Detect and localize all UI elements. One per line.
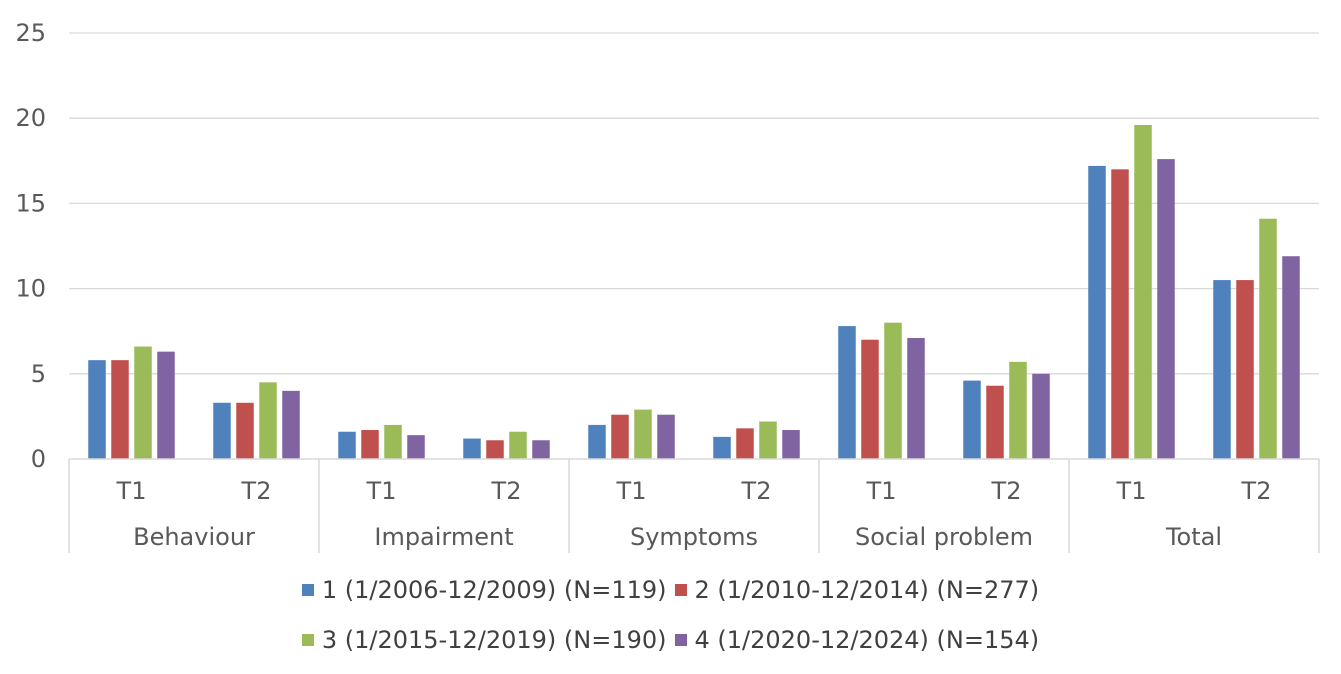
legend-label-series-3: 3 (1/2015-12/2019) (N=190) — [321, 626, 667, 654]
category-label: T1 — [366, 477, 397, 505]
y-tick-label: 15 — [15, 189, 46, 217]
bar-series-2-total-t1 — [1111, 169, 1129, 459]
bar-series-1-total-t2 — [1213, 280, 1231, 459]
legend-label-series-2: 2 (1/2010-12/2014) (N=277) — [694, 576, 1040, 604]
category-label: T1 — [616, 477, 647, 505]
bar-series-4-social-problem-t2 — [1032, 373, 1050, 459]
bar-series-2-social-problem-t1 — [861, 339, 879, 459]
bar-series-3-behaviour-t2 — [259, 382, 277, 459]
legend-swatch-series-1 — [301, 584, 314, 596]
y-tick-label: 25 — [15, 19, 46, 47]
bar-series-1-impairment-t1 — [338, 431, 356, 459]
bar-series-3-symptoms-t2 — [759, 421, 777, 459]
legend-swatch-series-2 — [674, 584, 687, 596]
gridlines — [69, 32, 1319, 375]
category-label: T2 — [241, 477, 272, 505]
category-label: T1 — [866, 477, 897, 505]
bar-series-4-social-problem-t1 — [907, 338, 925, 459]
legend-second-row: 3 (1/2015-12/2019) (N=190) 4 (1/2020-12/… — [0, 626, 1341, 654]
bar-series-2-behaviour-t2 — [236, 402, 254, 459]
legend-label-series-4: 4 (1/2020-12/2024) (N=154) — [694, 626, 1040, 654]
bar-series-3-symptoms-t1 — [634, 409, 652, 459]
category-label: T2 — [991, 477, 1022, 505]
bars — [88, 125, 1300, 460]
category-label: T2 — [1241, 477, 1272, 505]
bar-series-1-social-problem-t2 — [963, 380, 981, 459]
legend-item-series-4: 4 (1/2020-12/2024) (N=154) — [674, 626, 1040, 654]
y-axis-ticks: 0 5 10 15 20 25 — [15, 19, 46, 473]
category-label: T1 — [116, 477, 147, 505]
bar-series-3-behaviour-t1 — [134, 346, 152, 459]
bar-series-4-symptoms-t1 — [657, 414, 675, 459]
bar-series-1-total-t1 — [1088, 165, 1106, 460]
group-label: Impairment — [374, 523, 513, 551]
category-label: T2 — [741, 477, 772, 505]
bar-series-1-symptoms-t2 — [713, 436, 731, 459]
legend-row-2: 3 (1/2015-12/2019) (N=190) 4 (1/2020-12/… — [301, 626, 1040, 654]
legend-swatch-series-3 — [301, 634, 314, 646]
category-label: T1 — [1116, 477, 1147, 505]
bar-series-3-impairment-t2 — [509, 431, 527, 459]
legend-item-series-3: 3 (1/2015-12/2019) (N=190) — [301, 626, 667, 654]
bar-series-2-social-problem-t2 — [986, 385, 1004, 459]
x-axis: Behaviour T1 T2 Impairment T1 T2 Symptoms T1 T2 S… — [68, 458, 1320, 553]
bar-series-3-social-problem-t1 — [884, 322, 902, 459]
bar-series-1-impairment-t2 — [463, 438, 481, 459]
bar-series-3-total-t2 — [1259, 218, 1277, 459]
group-label: Symptoms — [630, 523, 758, 551]
y-tick-label: 5 — [31, 360, 46, 388]
bar-series-4-behaviour-t2 — [282, 390, 300, 459]
bar-series-1-behaviour-t2 — [213, 402, 231, 459]
bar-series-1-symptoms-t1 — [588, 424, 606, 459]
bar-series-3-total-t1 — [1134, 125, 1152, 460]
legend-row-1: 1 (1/2006-12/2009) (N=119) 2 (1/2010-12/… — [301, 576, 1040, 604]
bar-series-2-total-t2 — [1236, 280, 1254, 459]
bar-series-1-behaviour-t1 — [88, 360, 106, 459]
y-tick-label: 20 — [15, 104, 46, 132]
legend-item-series-1: 1 (1/2006-12/2009) (N=119) — [301, 576, 667, 604]
legend: 1 (1/2006-12/2009) (N=119) 2 (1/2010-12/… — [0, 576, 1341, 604]
bar-series-4-symptoms-t2 — [782, 430, 800, 459]
bar-series-4-behaviour-t1 — [157, 351, 175, 459]
legend-label-series-1: 1 (1/2006-12/2009) (N=119) — [321, 576, 667, 604]
group-label: Total — [1165, 523, 1222, 551]
category-label: T2 — [491, 477, 522, 505]
y-tick-label: 10 — [15, 275, 46, 303]
bar-series-4-total-t2 — [1282, 256, 1300, 459]
bar-series-4-impairment-t1 — [407, 435, 425, 459]
bar-series-2-behaviour-t1 — [111, 360, 129, 459]
bar-series-4-impairment-t2 — [532, 440, 550, 459]
group-label: Social problem — [855, 523, 1033, 551]
group-label: Behaviour — [133, 523, 255, 551]
bar-series-3-impairment-t1 — [384, 424, 402, 459]
legend-item-series-2: 2 (1/2010-12/2014) (N=277) — [674, 576, 1040, 604]
bar-series-4-total-t1 — [1157, 159, 1175, 459]
bar-series-3-social-problem-t2 — [1009, 361, 1027, 459]
bar-series-2-impairment-t2 — [486, 440, 504, 459]
bar-series-2-symptoms-t1 — [611, 414, 629, 459]
bar-series-2-symptoms-t2 — [736, 428, 754, 459]
bar-series-2-impairment-t1 — [361, 430, 379, 459]
y-tick-label: 0 — [31, 445, 46, 473]
bar-series-1-social-problem-t1 — [838, 326, 856, 459]
legend-swatch-series-4 — [674, 634, 687, 646]
